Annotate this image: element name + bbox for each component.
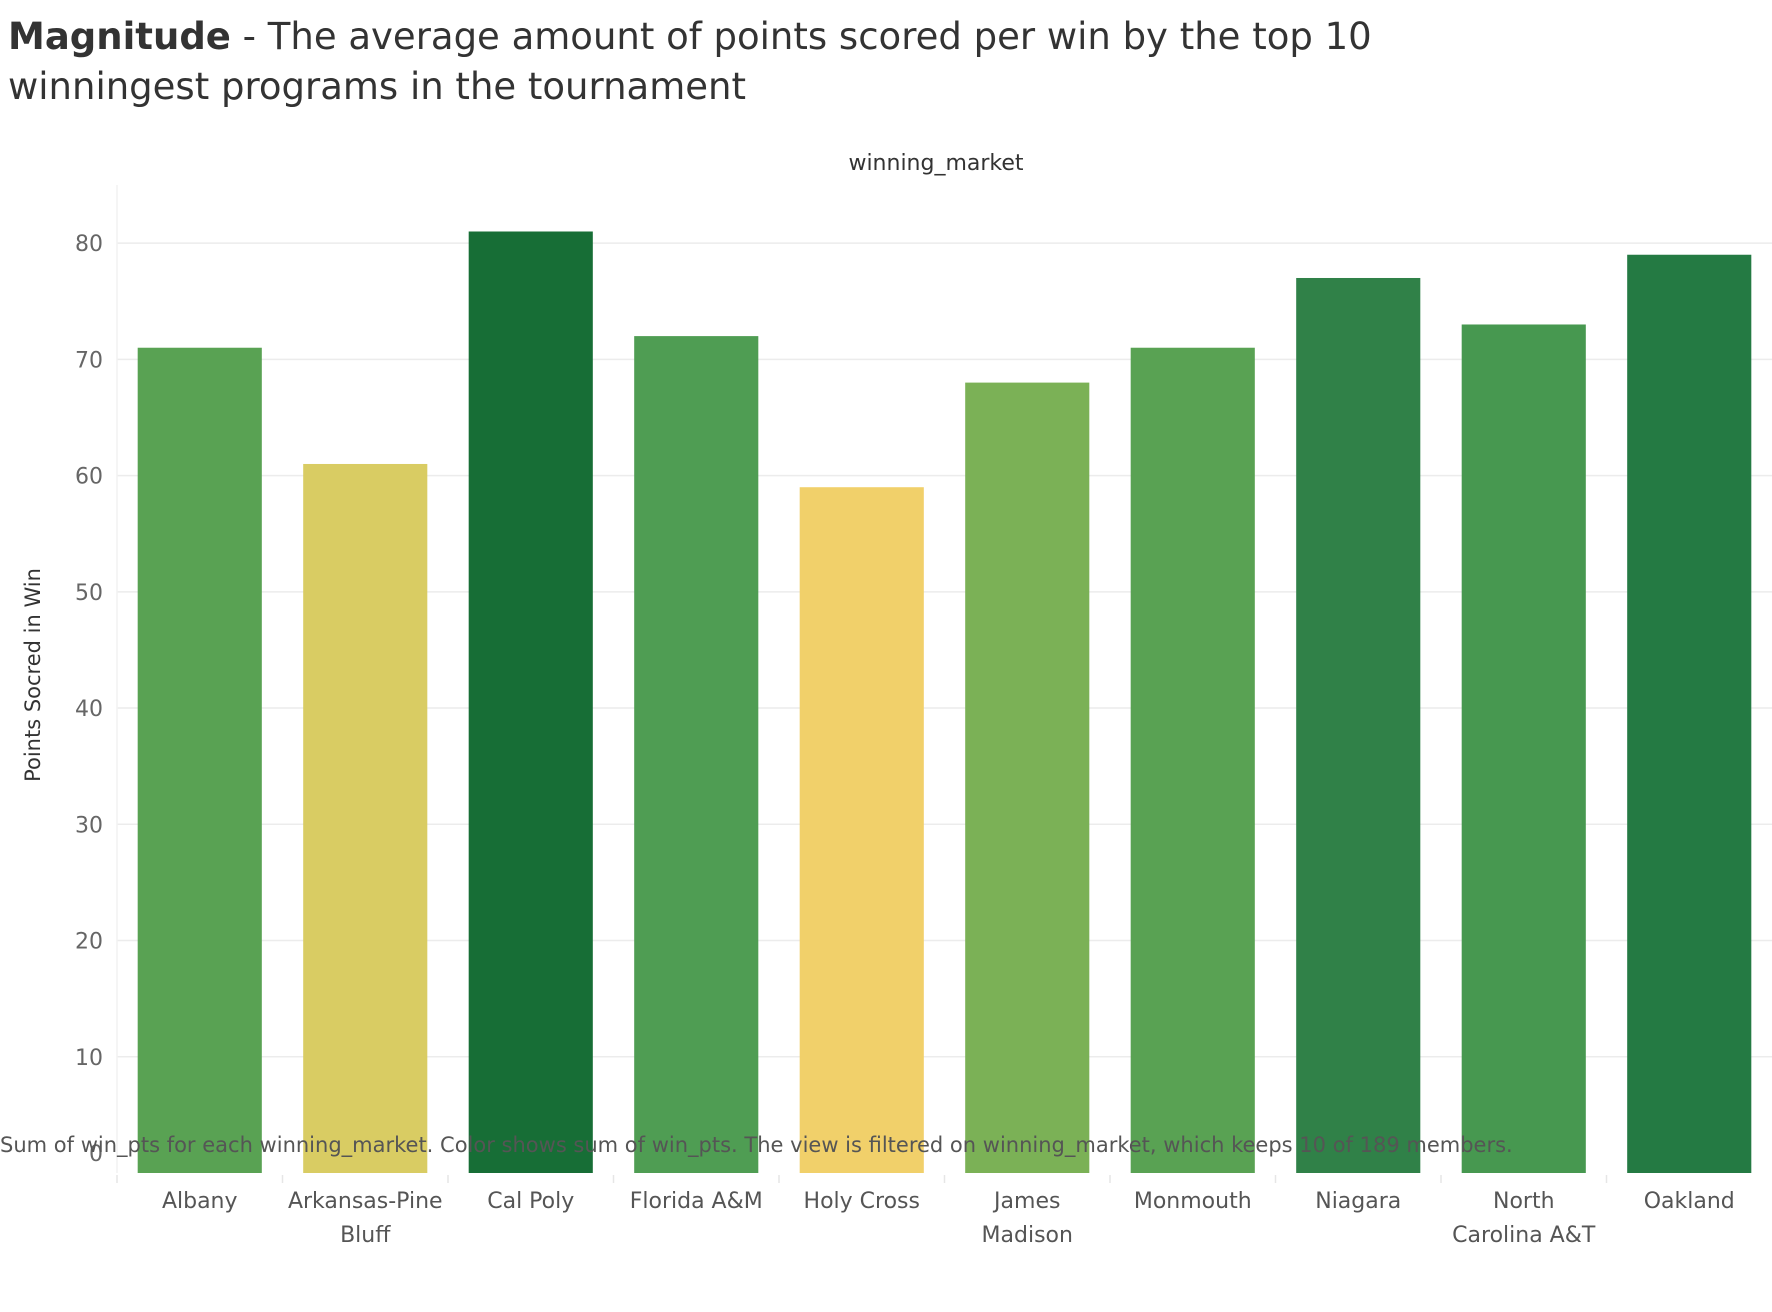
bar-florida-a-m [634, 336, 759, 1173]
x-tick-label: Holy Cross [804, 1189, 920, 1214]
y-tick-label: 50 [75, 581, 103, 606]
y-tick-label: 70 [75, 348, 103, 373]
x-tick-label: North [1493, 1189, 1555, 1214]
bar-north-carolina-a-t [1461, 324, 1586, 1173]
bar-monmouth [1130, 347, 1255, 1174]
chart-title-rest: - The average amount of points scored pe… [8, 15, 1372, 108]
y-axis-ticks: 0 10 20 30 40 50 60 70 80 [75, 232, 103, 1167]
x-tick-label: James [992, 1189, 1060, 1214]
x-axis-ticks: Albany Arkansas-Pine Bluff Cal Poly Florida … [116, 1175, 1735, 1248]
x-tick-label: Cal Poly [487, 1189, 574, 1214]
bar-albany [137, 347, 262, 1174]
y-tick-label: 80 [75, 232, 103, 257]
x-tick-label: Arkansas-Pine [288, 1189, 443, 1214]
bar-cal-poly [468, 231, 593, 1173]
x-tick-label: Niagara [1315, 1189, 1401, 1214]
bar-holy-cross [799, 487, 924, 1173]
x-tick-label: Carolina A&T [1452, 1223, 1596, 1248]
x-tick-label: Bluff [340, 1223, 391, 1248]
bar-james-madison [965, 382, 1090, 1174]
x-tick-label: Florida A&M [630, 1189, 763, 1214]
bar-arkansas-pine-bluff [303, 463, 428, 1173]
y-axis-label: Points Socred in Win [21, 568, 45, 782]
chart-title-bold: Magnitude [8, 15, 231, 58]
x-tick-label: Albany [162, 1189, 238, 1214]
y-tick-label: 0 [89, 1142, 103, 1167]
footnote: Sum of win_pts for each winning_market. … [0, 1133, 1513, 1157]
x-tick-label: Madison [982, 1223, 1073, 1248]
chart-title: Magnitude - The average amount of points… [8, 12, 1568, 112]
y-tick-label: 10 [75, 1046, 103, 1071]
x-tick-label: Oakland [1644, 1189, 1735, 1214]
y-tick-label: 30 [75, 813, 103, 838]
bars [137, 231, 1752, 1174]
bar-oakland [1627, 254, 1752, 1173]
column-header: winning_market [848, 151, 1023, 176]
bar-niagara [1296, 277, 1421, 1173]
x-tick-label: Monmouth [1134, 1189, 1252, 1214]
y-tick-label: 20 [75, 930, 103, 955]
y-tick-label: 60 [75, 465, 103, 490]
y-tick-label: 40 [75, 697, 103, 722]
